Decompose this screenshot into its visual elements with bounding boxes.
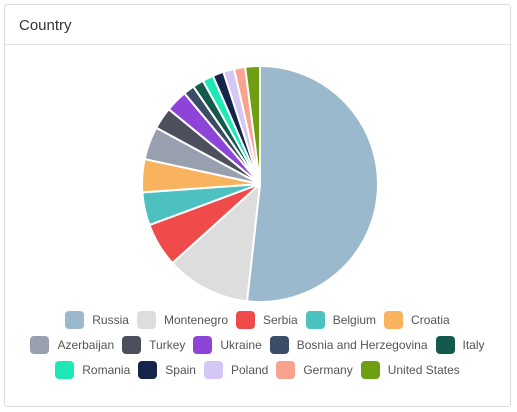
legend-swatch <box>435 335 455 354</box>
legend-swatch <box>122 335 142 354</box>
legend-label: Montenegro <box>163 312 228 327</box>
legend-item[interactable]: Poland <box>203 360 269 379</box>
legend-swatch <box>384 310 404 329</box>
legend-label: Turkey <box>149 337 186 352</box>
legend-item[interactable]: Romania <box>55 360 131 379</box>
legend-label: Poland <box>230 362 269 377</box>
legend-item[interactable]: Spain <box>138 360 196 379</box>
legend-label: Bosnia and Herzegovina <box>296 337 428 352</box>
legend-label: Romania <box>82 362 131 377</box>
legend-label: Ukraine <box>220 337 262 352</box>
legend-label: Croatia <box>411 312 450 327</box>
legend-item[interactable]: United States <box>360 360 460 379</box>
legend-swatch <box>269 335 289 354</box>
legend-swatch <box>136 310 156 329</box>
legend-label: Italy <box>462 337 485 352</box>
legend-row-2: Azerbaijan Turkey Ukraine Bosnia and Herzeg… <box>5 332 510 357</box>
pie-chart <box>141 64 379 303</box>
pie-chart-area: Russia Montenegro Serbia Belgium Croatia Aze… <box>5 46 510 406</box>
legend-item[interactable]: Montenegro <box>136 310 228 329</box>
legend-row-3: Romania Spain Poland Germany United States <box>5 357 510 382</box>
legend-swatch <box>236 310 255 329</box>
country-card: Country Russia Montenegro Serbia Belgium Cro… <box>4 4 511 407</box>
legend-item[interactable]: Bosnia and Herzegovina <box>269 335 428 354</box>
card-title: Country <box>5 5 510 45</box>
legend-swatch <box>360 360 380 379</box>
legend-label: Azerbaijan <box>57 337 115 352</box>
legend-label: United States <box>387 362 460 377</box>
legend-row-1: Russia Montenegro Serbia Belgium Croatia <box>5 307 510 332</box>
pie-slice-united-states[interactable] <box>244 64 261 185</box>
legend-swatch <box>65 310 85 329</box>
legend-label: Germany <box>303 362 353 377</box>
chart-legend: Russia Montenegro Serbia Belgium Croatia Aze… <box>5 307 510 382</box>
legend-label: Serbia <box>263 312 298 327</box>
legend-item[interactable]: Azerbaijan <box>30 335 115 354</box>
legend-item[interactable]: Serbia <box>236 310 298 329</box>
legend-label: Spain <box>165 362 196 377</box>
legend-swatch <box>30 335 50 354</box>
legend-item[interactable]: Turkey <box>122 335 186 354</box>
legend-item[interactable]: Italy <box>435 335 485 354</box>
legend-swatch <box>305 310 325 329</box>
legend-item[interactable]: Russia <box>65 310 129 329</box>
legend-item[interactable]: Ukraine <box>193 335 262 354</box>
legend-swatch <box>276 360 296 379</box>
legend-item[interactable]: Germany <box>276 360 353 379</box>
pie-slice-russia[interactable] <box>245 64 379 303</box>
legend-item[interactable]: Belgium <box>305 310 377 329</box>
legend-swatch <box>193 335 213 354</box>
pie-slice-montenegro[interactable] <box>170 181 262 303</box>
legend-swatch <box>138 360 158 379</box>
legend-item[interactable]: Croatia <box>384 310 450 329</box>
legend-label: Belgium <box>332 312 377 327</box>
legend-swatch <box>55 360 75 379</box>
legend-swatch <box>203 360 223 379</box>
legend-label: Russia <box>92 312 129 327</box>
